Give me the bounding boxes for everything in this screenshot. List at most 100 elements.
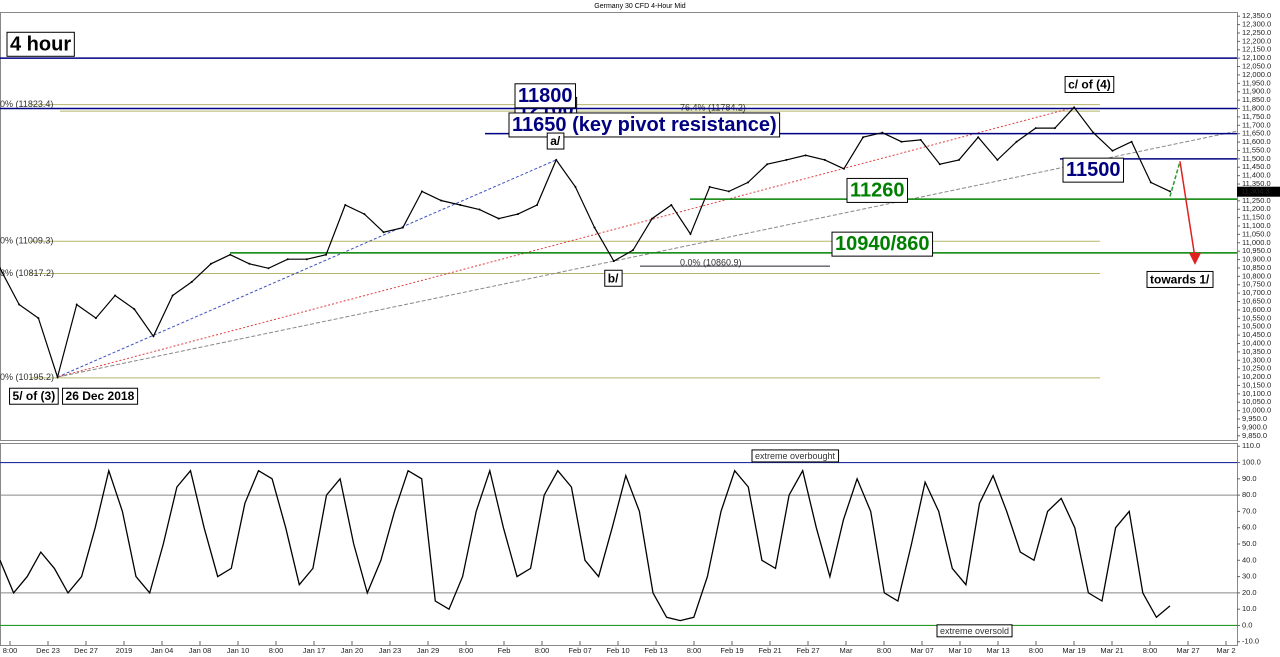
price-point bbox=[363, 213, 366, 216]
y-tick-label: 10,150.0 bbox=[1242, 380, 1271, 389]
price-point bbox=[94, 317, 97, 320]
price-point bbox=[325, 253, 328, 256]
price-point bbox=[286, 258, 289, 261]
price-point bbox=[1073, 106, 1076, 109]
x-tick-label: Mar 13 bbox=[986, 646, 1009, 655]
price-point bbox=[536, 204, 539, 207]
level-label: 11650 (key pivot resistance) bbox=[512, 114, 777, 136]
label-box bbox=[1146, 270, 1214, 288]
label-box bbox=[604, 269, 623, 287]
y-tick-label: 12,350.0 bbox=[1242, 11, 1271, 20]
label-box bbox=[936, 624, 1013, 638]
x-tick-label: Mar 27 bbox=[1176, 646, 1199, 655]
price-point bbox=[727, 190, 730, 193]
price-point bbox=[37, 317, 40, 320]
y-tick-label: 11,350.0 bbox=[1242, 179, 1271, 188]
price-point bbox=[56, 376, 59, 379]
projection bbox=[1179, 161, 1196, 258]
x-tick-label: 2019 bbox=[116, 646, 133, 655]
y-tick-label: 10,500.0 bbox=[1242, 322, 1271, 331]
y-tick-label: 11,900.0 bbox=[1242, 87, 1271, 96]
arrow-head bbox=[1189, 252, 1201, 265]
chart-title: Germany 30 CFD 4-Hour Mid bbox=[594, 3, 686, 10]
label-box bbox=[831, 231, 934, 257]
x-tick-label: Jan 10 bbox=[227, 646, 250, 655]
price-point bbox=[459, 204, 462, 207]
price-point bbox=[401, 226, 404, 229]
label-box bbox=[1064, 76, 1115, 94]
y-tick-label: 11,750.0 bbox=[1242, 112, 1271, 121]
y-tick-label: 12,050.0 bbox=[1242, 62, 1271, 71]
y-tick-label: 11,400.0 bbox=[1242, 171, 1271, 180]
y-tick-label: 11,850.0 bbox=[1242, 95, 1271, 104]
x-tick-label: Jan 17 bbox=[303, 646, 326, 655]
x-tick-label: Feb bbox=[498, 646, 511, 655]
y-tick-label: 40.0 bbox=[1242, 555, 1257, 564]
price-point bbox=[190, 280, 193, 283]
x-tick-label: Jan 23 bbox=[379, 646, 402, 655]
x-tick-label: 8:00 bbox=[269, 646, 284, 655]
y-tick-label: 10,950.0 bbox=[1242, 246, 1271, 255]
price-point bbox=[555, 158, 558, 161]
y-tick-label: 9,850.0 bbox=[1242, 431, 1267, 440]
x-tick-label: Mar 07 bbox=[910, 646, 933, 655]
price-point bbox=[977, 136, 980, 139]
level-label: extreme oversold bbox=[940, 626, 1009, 636]
x-tick-label: 8:00 bbox=[535, 646, 550, 655]
price-point bbox=[651, 217, 654, 220]
price-point bbox=[171, 294, 174, 297]
y-tick-label: 10,000.0 bbox=[1242, 406, 1271, 415]
y-tick-label: 12,250.0 bbox=[1242, 28, 1271, 37]
level-label: 11800 bbox=[518, 85, 573, 107]
y-tick-label: 10,200.0 bbox=[1242, 372, 1271, 381]
label-box bbox=[514, 83, 577, 109]
price-point bbox=[420, 190, 423, 193]
x-tick-label: Dec 27 bbox=[74, 646, 98, 655]
y-tick-label: 11,050.0 bbox=[1242, 229, 1271, 238]
price-point bbox=[689, 233, 692, 236]
price-point bbox=[75, 303, 78, 306]
label-box bbox=[508, 112, 781, 138]
x-tick-label: 8:00 bbox=[877, 646, 892, 655]
y-tick-label: 11,550.0 bbox=[1242, 145, 1271, 154]
x-tick-label: Feb 21 bbox=[758, 646, 781, 655]
trend-line bbox=[57, 130, 1238, 378]
x-tick-label: Feb 10 bbox=[606, 646, 629, 655]
fib-label: 8% (10817.2) bbox=[0, 268, 54, 278]
y-tick-label: 11,800.0 bbox=[1242, 103, 1271, 112]
wave-label: 26 Dec 2018 bbox=[66, 389, 135, 403]
trend-line bbox=[57, 106, 1075, 378]
price-point bbox=[133, 308, 136, 311]
stochastic-line bbox=[0, 468, 1171, 622]
price-point bbox=[497, 217, 500, 220]
price-point bbox=[152, 335, 155, 338]
price-point bbox=[862, 136, 865, 139]
y-tick-label: 80.0 bbox=[1242, 490, 1257, 499]
price-point bbox=[804, 154, 807, 157]
y-tick-label: 0.0 bbox=[1242, 620, 1252, 629]
wave-label: a/ bbox=[550, 134, 561, 148]
y-tick-label: 110.0 bbox=[1242, 441, 1260, 450]
y-tick-label: 10,400.0 bbox=[1242, 338, 1271, 347]
y-tick-label: 50.0 bbox=[1242, 539, 1257, 548]
y-tick-label: 11,200.0 bbox=[1242, 204, 1271, 213]
label-box bbox=[846, 177, 909, 203]
price-point bbox=[842, 167, 845, 170]
y-tick-label: 10.0 bbox=[1242, 604, 1257, 613]
label-box bbox=[1062, 157, 1125, 183]
price-point bbox=[958, 158, 961, 161]
level-label: extreme overbought bbox=[755, 451, 836, 461]
label-box bbox=[546, 132, 565, 150]
fib-label: 0.0% (10860.9) bbox=[680, 258, 742, 268]
x-tick-label: Feb 19 bbox=[720, 646, 743, 655]
level-label: 11500 bbox=[1066, 159, 1121, 181]
y-tick-label: 60.0 bbox=[1242, 523, 1257, 532]
x-tick-label: 8:00 bbox=[687, 646, 702, 655]
x-tick-label: Jan 29 bbox=[417, 646, 440, 655]
y-tick-label: 12,150.0 bbox=[1242, 45, 1271, 54]
price-point bbox=[382, 231, 385, 234]
y-tick-label: 12,200.0 bbox=[1242, 36, 1271, 45]
price-point bbox=[766, 163, 769, 166]
y-tick-label: 11,450.0 bbox=[1242, 162, 1271, 171]
